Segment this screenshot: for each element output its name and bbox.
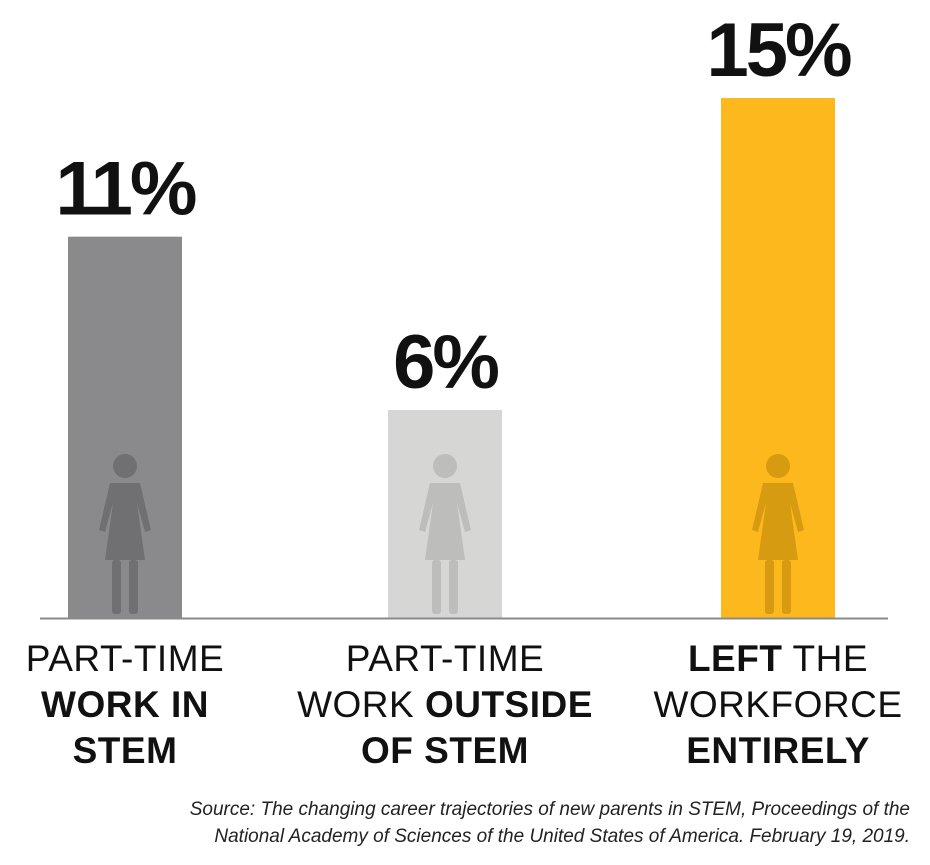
source-line-2: National Academy of Sciences of the Unit… [214, 826, 910, 847]
value-label-1: 11% [56, 147, 196, 232]
bar-1 [68, 236, 182, 618]
value-label-3: 15% [706, 8, 851, 93]
woman-figure-icon [419, 454, 471, 614]
category-label-3: LEFT THE WORKFORCE ENTIRELY [653, 638, 903, 771]
value-label-2: 6% [393, 320, 498, 405]
woman-figure-icon [99, 454, 151, 614]
source-line-1: Source: The changing career trajectories… [189, 799, 910, 820]
source-note: Source: The changing career trajectories… [10, 796, 910, 850]
category-label-1: PART-TIME WORK IN STEM [25, 638, 225, 771]
bar-chart: 11% 6% 15% [40, 8, 888, 620]
woman-figure-icon [752, 454, 804, 614]
category-label-2: PART-TIME WORK OUTSIDE OF STEM [297, 638, 593, 771]
value-labels-group: 11% 6% 15% [56, 8, 854, 405]
figures-group [99, 454, 804, 614]
